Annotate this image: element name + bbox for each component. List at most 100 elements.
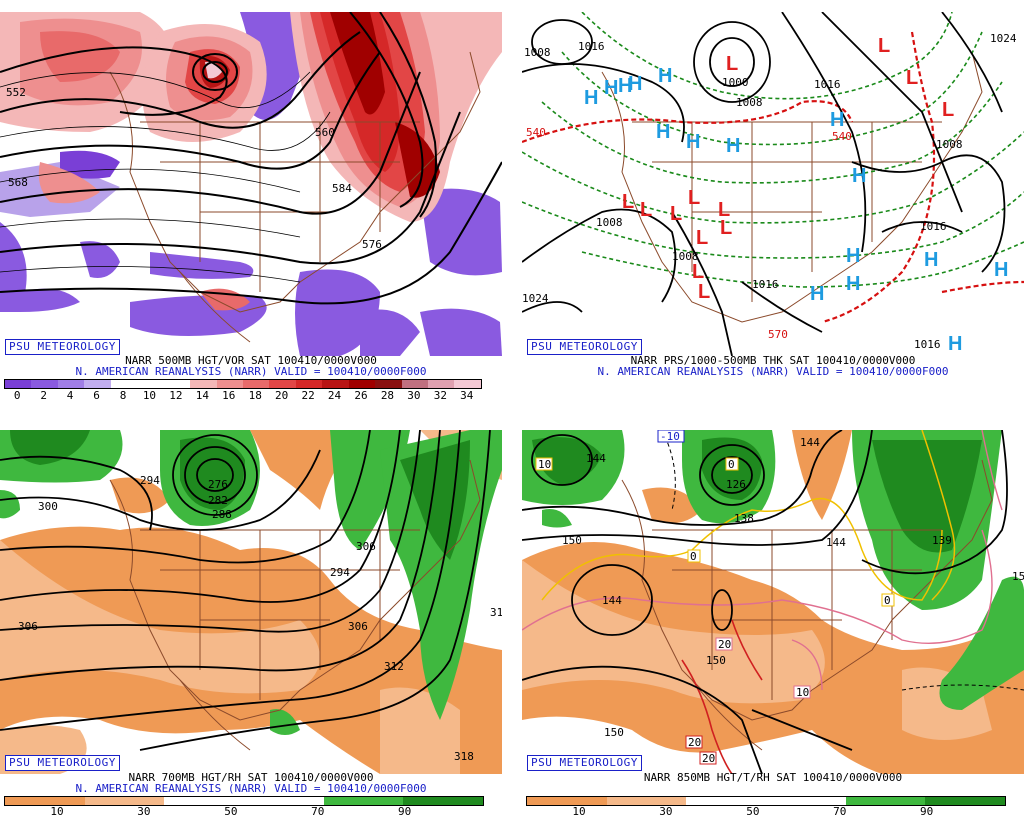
colorbar-swatch: [323, 797, 404, 805]
high-pressure-icon: H: [830, 109, 844, 131]
colorbar-tick-label: 32: [433, 389, 447, 402]
chart-caption: NARR 850MB HGT/T/RH SAT 100410/0000V000: [643, 771, 903, 784]
colorbar-swatch: [348, 380, 376, 388]
colorbar-swatch: [454, 380, 481, 388]
contour-label: 144: [800, 436, 820, 449]
contour-label: 276: [208, 478, 228, 491]
contour-label: 576: [362, 238, 382, 251]
contour-label: 540: [832, 130, 852, 143]
chart-caption: NARR 500MB HGT/VOR SAT 100410/0000V000: [125, 354, 377, 367]
contour-label: 570: [768, 328, 788, 341]
vorticity-map: 552 560 568 576 584: [0, 12, 502, 356]
contour-label: 1024: [990, 32, 1017, 45]
contour-label: 306: [18, 620, 38, 633]
colorbar-tick-label: 22: [301, 389, 315, 402]
contour-label: 1008: [596, 216, 623, 229]
low-pressure-icon: L: [726, 53, 738, 75]
contour-label: 584: [332, 182, 352, 195]
contour-label: 1016: [578, 40, 605, 53]
contour-label: 312: [384, 660, 404, 673]
low-pressure-icon: L: [720, 217, 732, 239]
colorbar-swatch: [84, 797, 165, 805]
colorbar: [526, 796, 1006, 806]
colorbar-swatch: [527, 797, 607, 805]
colorbar: [4, 796, 484, 806]
colorbar-swatch: [244, 797, 324, 805]
contour-label: -10: [660, 430, 680, 443]
colorbar-tick-label: 70: [311, 805, 325, 818]
colorbar-swatch: [766, 797, 846, 805]
contour-label: 139: [932, 534, 952, 547]
temperature-label: 0: [690, 550, 697, 563]
colorbar-ticks: 10 30 50 70 90: [526, 805, 1004, 818]
low-pressure-icon: L: [688, 187, 700, 209]
colorbar-swatch: [401, 380, 428, 388]
high-pressure-icon: H: [584, 87, 598, 109]
psu-meteorology-badge: PSU METEOROLOGY: [527, 755, 642, 771]
low-pressure-icon: L: [696, 227, 708, 249]
temperature-label: 10: [538, 458, 551, 471]
low-pressure-icon: L: [670, 203, 682, 225]
panel-700mb-rh: 300 294 276 282 288 306 306 306 312 318 …: [0, 430, 502, 819]
psu-meteorology-badge: PSU METEOROLOGY: [5, 339, 120, 355]
contour-label: 144: [602, 594, 622, 607]
chart-subcaption: N. AMERICAN REANALYSIS (NARR) VALID = 10…: [75, 365, 427, 378]
rh700-map: 300 294 276 282 288 306 306 306 312 318 …: [0, 430, 502, 774]
colorbar-swatch: [110, 380, 138, 388]
colorbar-tick-label: 18: [248, 389, 262, 402]
colorbar-tick-label: 20: [275, 389, 289, 402]
colorbar-swatch: [295, 380, 323, 388]
contour-label: 138: [734, 512, 754, 525]
colorbar-tick-label: 8: [119, 389, 127, 402]
panel-pressure-thickness: 1008 1016 1024 1000 1008 1016 1008 1016 …: [522, 12, 1024, 412]
high-pressure-icon: H: [994, 259, 1008, 281]
colorbar-tick-label: 16: [222, 389, 236, 402]
contour-label: 568: [8, 176, 28, 189]
low-pressure-icon: L: [878, 35, 890, 57]
colorbar-swatch: [375, 380, 402, 388]
rh850-map: -10 144 126 138 144 150 150 139 144 150 …: [522, 430, 1024, 774]
high-pressure-icon: H: [846, 245, 860, 267]
colorbar-swatch: [164, 797, 245, 805]
colorbar-tick-label: 34: [460, 389, 474, 402]
colorbar-swatch: [606, 797, 687, 805]
contour-label: 1016: [814, 78, 841, 91]
temperature-label: 20: [718, 638, 731, 651]
colorbar-ticks: 10 30 50 70 90: [4, 805, 482, 818]
contour-label: 1016: [914, 338, 941, 351]
colorbar-swatch: [163, 380, 191, 388]
high-pressure-icon: H: [656, 121, 670, 143]
colorbar-swatch: [84, 380, 111, 388]
high-pressure-icon: H: [604, 77, 618, 99]
colorbar-swatch: [5, 797, 85, 805]
colorbar-swatch: [5, 380, 32, 388]
contour-label: 318: [454, 750, 474, 763]
colorbar-tick-label: 24: [327, 389, 342, 402]
contour-label: 540: [526, 126, 546, 139]
psu-meteorology-badge: PSU METEOROLOGY: [527, 339, 642, 355]
contour-label: 1008: [672, 250, 699, 263]
chart-subcaption: N. AMERICAN REANALYSIS (NARR) VALID = 10…: [597, 365, 949, 378]
colorbar-swatch: [686, 797, 767, 805]
contour-label: 306: [356, 540, 376, 553]
psu-meteorology-badge: PSU METEOROLOGY: [5, 755, 120, 771]
colorbar-tick-label: 6: [93, 389, 100, 402]
colorbar-swatch: [925, 797, 1006, 805]
colorbar-tick-label: 0: [13, 389, 21, 402]
contour-label: 126: [726, 478, 746, 491]
contour-label: 1008: [936, 138, 963, 151]
high-pressure-icon: H: [628, 73, 642, 95]
contour-label: 294: [140, 474, 160, 487]
chart-caption: NARR 700MB HGT/RH SAT 100410/0000V000: [128, 771, 374, 784]
contour-label: 1008: [524, 46, 551, 59]
high-pressure-icon: H: [852, 165, 866, 187]
colorbar-tick-label: 50: [224, 805, 238, 818]
colorbar-swatch: [190, 380, 217, 388]
colorbar-tick-label: 50: [746, 805, 760, 818]
high-pressure-icon: H: [726, 135, 740, 157]
contour-label: 552: [6, 86, 26, 99]
colorbar-swatch: [403, 797, 484, 805]
colorbar-tick-label: 14: [195, 389, 209, 402]
colorbar-tick-label: 2: [40, 389, 47, 402]
colorbar-tick-label: 4: [66, 389, 74, 402]
